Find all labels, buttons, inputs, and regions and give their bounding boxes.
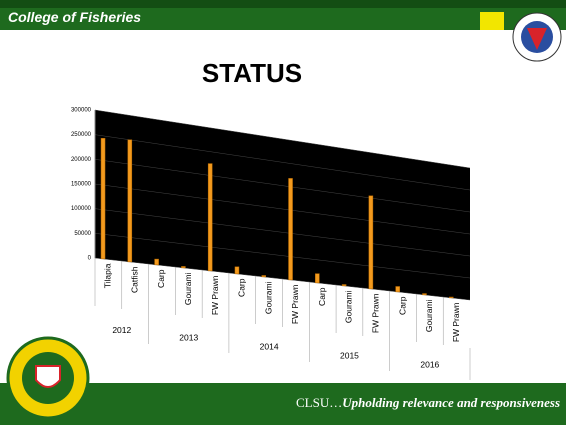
y-tick-label: 300000 — [71, 108, 92, 114]
grid-line — [94, 233, 471, 279]
bar — [261, 275, 266, 278]
y-tick-label: 100000 — [71, 206, 92, 212]
bar — [288, 178, 293, 281]
college-name: College of Fisheries — [8, 9, 141, 25]
bar — [100, 138, 106, 260]
grid-line — [94, 159, 471, 213]
y-tick-label: 250000 — [71, 132, 92, 138]
bar — [127, 139, 133, 263]
bar — [449, 296, 454, 299]
x-tick-label: Carp — [397, 296, 407, 315]
x-tick-label: FW Prawn — [371, 293, 381, 333]
x-tick-label: FW Prawn — [210, 275, 220, 315]
bar — [395, 286, 400, 293]
bar — [154, 258, 159, 266]
x-tick-label: Gourami — [183, 272, 193, 305]
group-label: 2012 — [112, 325, 131, 335]
group-label: 2014 — [260, 342, 279, 352]
grid-line — [94, 183, 471, 235]
y-tick-label: 150000 — [71, 182, 92, 188]
bar — [181, 266, 186, 269]
x-tick-label: Gourami — [263, 281, 273, 314]
y-tick-label: 0 — [88, 256, 92, 262]
x-tick-label: Gourami — [424, 299, 434, 332]
x-tick-label: Carp — [237, 278, 247, 297]
x-tick-label: Gourami — [344, 290, 354, 323]
bar — [422, 293, 427, 296]
header-accent — [480, 12, 504, 30]
x-tick-label: FW Prawn — [290, 284, 300, 324]
group-label: 2013 — [179, 333, 198, 343]
grid-line — [94, 208, 471, 257]
y-tick-label: 50000 — [74, 231, 91, 237]
y-tick-label: 200000 — [71, 157, 92, 163]
group-label: 2015 — [340, 351, 359, 361]
grid-line — [94, 109, 471, 169]
footer-prefix: CLSU… — [296, 395, 342, 410]
x-tick-label: FW Prawn — [451, 302, 461, 342]
chart-title: STATUS — [202, 58, 302, 88]
bar — [234, 266, 240, 275]
x-tick-label: Catfish — [129, 266, 139, 293]
grid-line — [94, 134, 471, 191]
top-logo — [512, 12, 562, 62]
bar — [341, 284, 347, 287]
footer-text: CLSU…Upholding relevance and responsiven… — [296, 395, 560, 410]
x-tick-label: Carp — [156, 269, 166, 288]
bar — [315, 273, 320, 284]
bar — [368, 195, 374, 290]
group-label: 2016 — [420, 360, 439, 370]
x-tick-label: Tilapia — [103, 263, 113, 288]
footer-tagline: Upholding relevance and responsiveness — [342, 395, 560, 410]
bar — [207, 163, 213, 272]
plot-area — [95, 110, 470, 300]
bottom-logo — [6, 336, 90, 420]
x-tick-label: Carp — [317, 287, 327, 306]
header-stripe — [0, 0, 566, 8]
footer-bar — [0, 383, 566, 425]
